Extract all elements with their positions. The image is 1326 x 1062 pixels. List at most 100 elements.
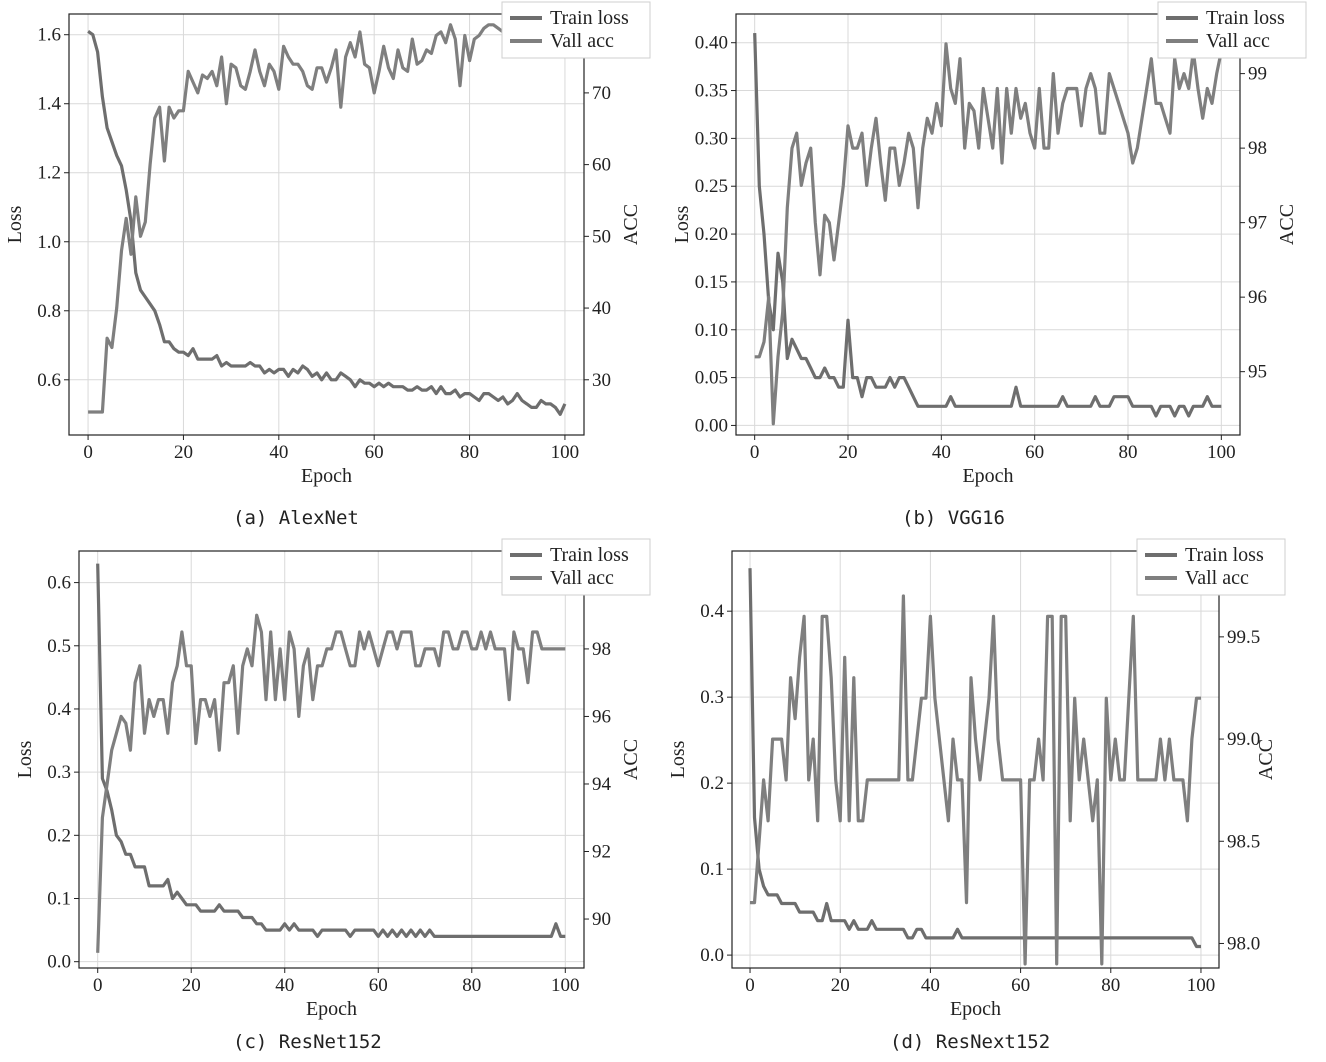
x-tick-label: 20 bbox=[831, 975, 850, 996]
caption-b: (b) VGG16 bbox=[902, 507, 1005, 529]
y-tick-label: 0.0 bbox=[47, 952, 71, 973]
chart-panel: 0 20 40 60 80 100 0.0 0.1 0.2 0.3 0.4 98.0 98.5 99.0 9… bbox=[667, 538, 1286, 1020]
x-tick-label: 40 bbox=[269, 442, 288, 463]
y-tick-label: 0.6 bbox=[37, 370, 61, 391]
y2-tick-label: 98 bbox=[1248, 138, 1267, 159]
x-tick-label: 40 bbox=[275, 975, 294, 996]
y-axis-label: Loss bbox=[667, 740, 689, 778]
y2-axis-label: ACC bbox=[620, 739, 642, 780]
y2-tick-label: 98.0 bbox=[1227, 933, 1260, 954]
y-axis-label: Loss bbox=[671, 205, 693, 243]
legend-label: Vall acc bbox=[550, 30, 614, 52]
y2-axis-label: ACC bbox=[1276, 204, 1298, 245]
x-axis-label: Epoch bbox=[962, 465, 1013, 487]
y2-tick-label: 70 bbox=[592, 83, 611, 104]
x-axis-label: Epoch bbox=[306, 998, 357, 1020]
y-tick-label: 0.20 bbox=[695, 224, 728, 245]
legend-box bbox=[501, 1, 651, 59]
y-axis-label: Loss bbox=[4, 205, 26, 243]
train-loss-line bbox=[748, 568, 1201, 949]
y-tick-label: 1.0 bbox=[37, 232, 61, 253]
y-tick-label: 0.1 bbox=[47, 889, 71, 910]
y-tick-label: 0.2 bbox=[700, 773, 724, 794]
x-tick-label: 80 bbox=[462, 975, 481, 996]
vall-acc-line bbox=[96, 613, 566, 953]
x-tick-label: 80 bbox=[460, 442, 479, 463]
train-loss-line bbox=[753, 33, 1222, 418]
x-tick-label: 60 bbox=[365, 442, 384, 463]
train-loss-line bbox=[87, 30, 567, 416]
x-tick-label: 80 bbox=[1101, 975, 1120, 996]
y2-tick-label: 30 bbox=[592, 370, 611, 391]
y2-tick-label: 90 bbox=[592, 909, 611, 930]
x-tick-label: 0 bbox=[83, 442, 93, 463]
y-tick-label: 0.30 bbox=[695, 128, 728, 149]
y2-tick-label: 96 bbox=[1248, 287, 1267, 308]
y-tick-label: 1.4 bbox=[37, 94, 61, 115]
x-tick-label: 80 bbox=[1119, 442, 1138, 463]
y-tick-label: 1.2 bbox=[37, 163, 61, 184]
y2-tick-label: 99.0 bbox=[1227, 729, 1260, 750]
x-axis-label: Epoch bbox=[301, 465, 352, 487]
y2-tick-label: 50 bbox=[592, 226, 611, 247]
x-tick-label: 20 bbox=[174, 442, 193, 463]
legend-box bbox=[1157, 1, 1307, 59]
legend-label: Train loss bbox=[1206, 7, 1285, 29]
y-tick-label: 0.2 bbox=[47, 825, 71, 846]
train-loss-line bbox=[96, 563, 566, 939]
y2-tick-label: 95 bbox=[1248, 362, 1267, 383]
x-tick-label: 60 bbox=[1011, 975, 1030, 996]
y-tick-label: 0.25 bbox=[695, 176, 728, 197]
y2-tick-label: 60 bbox=[592, 155, 611, 176]
y2-tick-label: 96 bbox=[592, 706, 611, 727]
vall-acc-line bbox=[754, 42, 1223, 426]
y2-axis-label: ACC bbox=[620, 204, 642, 245]
legend-label: Vall acc bbox=[1206, 30, 1270, 52]
chart-panel: 0 20 40 60 80 100 0.6 0.8 1.0 1.2 1.4 1.6 30 40 50 60 70… bbox=[4, 1, 651, 487]
plot-frame bbox=[735, 13, 1241, 436]
y-tick-label: 1.6 bbox=[37, 25, 61, 46]
x-tick-label: 20 bbox=[182, 975, 201, 996]
y2-tick-label: 97 bbox=[1248, 213, 1267, 234]
plot-frame bbox=[68, 13, 585, 436]
caption-a: (a) AlexNet bbox=[233, 507, 359, 529]
y-tick-label: 0.4 bbox=[47, 699, 71, 720]
plot-frame bbox=[78, 550, 585, 969]
y2-tick-label: 99.5 bbox=[1227, 627, 1260, 648]
y-tick-label: 0.3 bbox=[47, 762, 71, 783]
y-tick-label: 0.8 bbox=[37, 301, 61, 322]
legend-label: Vall acc bbox=[550, 567, 614, 589]
caption-c: (c) ResNet152 bbox=[233, 1031, 382, 1053]
y-axis-label: Loss bbox=[14, 740, 36, 778]
y2-tick-label: 92 bbox=[592, 842, 611, 863]
y-tick-label: 0.35 bbox=[695, 81, 728, 102]
legend-label: Train loss bbox=[550, 7, 629, 29]
y-tick-label: 0.5 bbox=[47, 636, 71, 657]
x-tick-label: 60 bbox=[369, 975, 388, 996]
y-tick-label: 0.05 bbox=[695, 368, 728, 389]
y2-tick-label: 94 bbox=[592, 774, 612, 795]
x-tick-label: 100 bbox=[1207, 442, 1236, 463]
vall-acc-line bbox=[88, 19, 565, 414]
y-tick-label: 0.0 bbox=[700, 945, 724, 966]
chart-panel: 0 20 40 60 80 100 0.00 0.05 0.10 0.15 0.20 0.25 0.30… bbox=[671, 1, 1307, 487]
x-tick-label: 0 bbox=[745, 975, 755, 996]
y-tick-label: 0.6 bbox=[47, 573, 71, 594]
y-tick-label: 0.4 bbox=[700, 601, 724, 622]
x-tick-label: 0 bbox=[750, 442, 760, 463]
chart-panel: 0 20 40 60 80 100 0.0 0.1 0.2 0.3 0.4 0.5 0.6 90 92 94 9… bbox=[14, 538, 651, 1020]
x-tick-label: 60 bbox=[1025, 442, 1044, 463]
vall-acc-line bbox=[750, 594, 1201, 966]
x-tick-label: 0 bbox=[93, 975, 103, 996]
x-tick-label: 20 bbox=[839, 442, 858, 463]
y2-tick-label: 98.5 bbox=[1227, 831, 1260, 852]
legend-label: Train loss bbox=[550, 544, 629, 566]
x-tick-label: 100 bbox=[551, 975, 580, 996]
x-axis-label: Epoch bbox=[950, 998, 1001, 1020]
caption-d: (d) ResNext152 bbox=[890, 1031, 1051, 1053]
legend-label: Train loss bbox=[1185, 544, 1264, 566]
